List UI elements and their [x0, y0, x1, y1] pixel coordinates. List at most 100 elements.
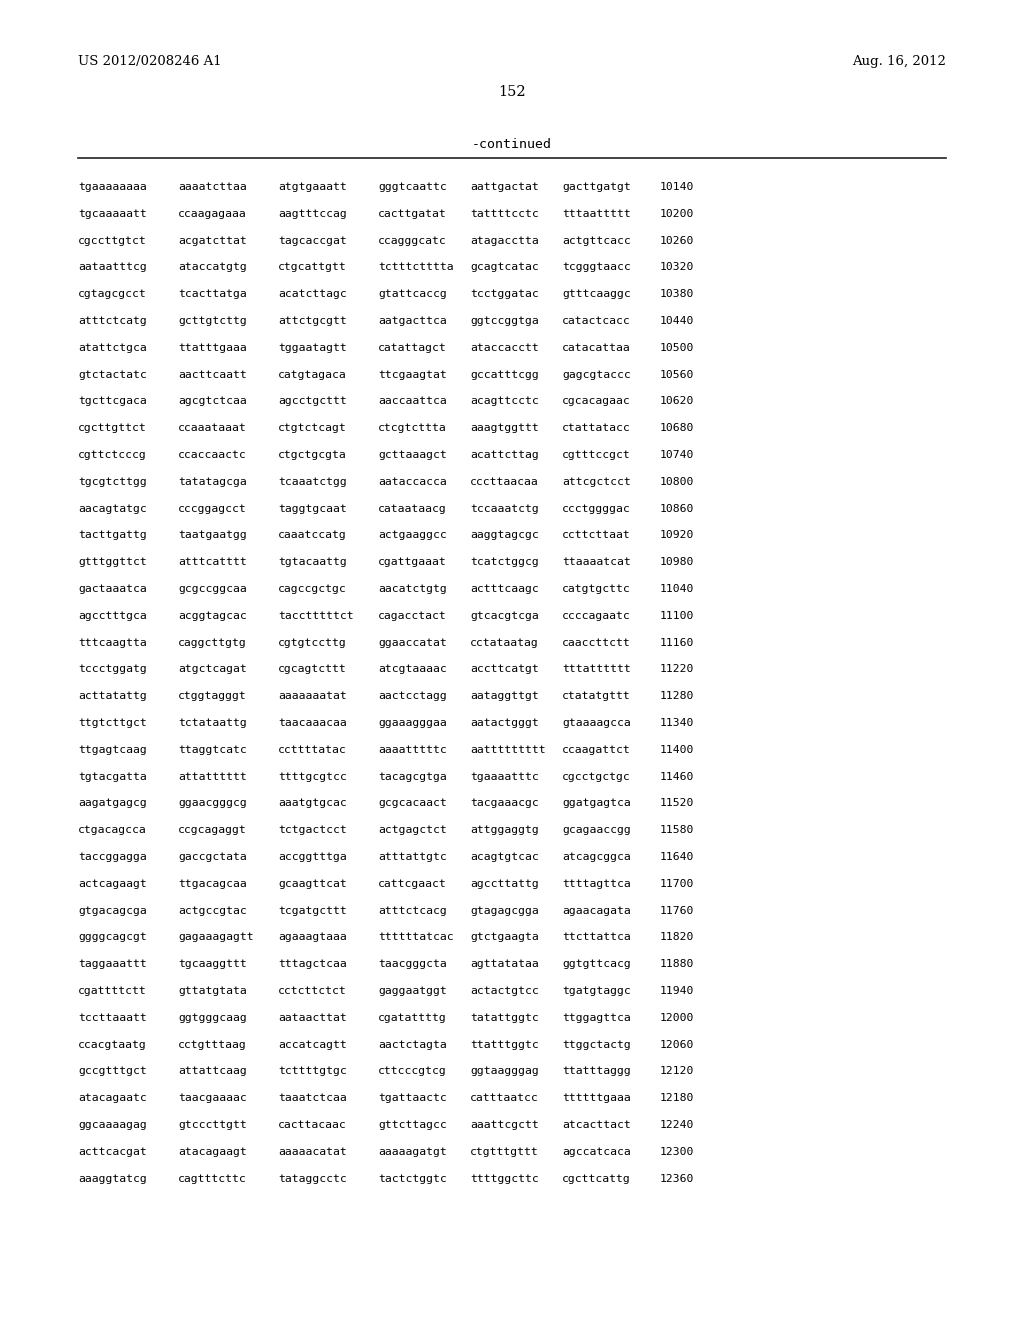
Text: ccaccaactc: ccaccaactc — [178, 450, 247, 459]
Text: aataccacca: aataccacca — [378, 477, 446, 487]
Text: 12060: 12060 — [660, 1040, 694, 1049]
Text: cctataatag: cctataatag — [470, 638, 539, 648]
Text: 12000: 12000 — [660, 1012, 694, 1023]
Text: ctgtttgttt: ctgtttgttt — [470, 1147, 539, 1156]
Text: cacttgatat: cacttgatat — [378, 209, 446, 219]
Text: taacgggcta: taacgggcta — [378, 960, 446, 969]
Text: ttatttaggg: ttatttaggg — [562, 1067, 631, 1076]
Text: tctgactcct: tctgactcct — [278, 825, 347, 836]
Text: ctgctgcgta: ctgctgcgta — [278, 450, 347, 459]
Text: ttttggcttc: ttttggcttc — [470, 1173, 539, 1184]
Text: acagtgtcac: acagtgtcac — [470, 851, 539, 862]
Text: gacttgatgt: gacttgatgt — [562, 182, 631, 191]
Text: 10800: 10800 — [660, 477, 694, 487]
Text: aaaaacatat: aaaaacatat — [278, 1147, 347, 1156]
Text: ccccagaatc: ccccagaatc — [562, 611, 631, 620]
Text: tctttctttta: tctttctttta — [378, 263, 454, 272]
Text: ggaaagggaa: ggaaagggaa — [378, 718, 446, 729]
Text: gcagtcatac: gcagtcatac — [470, 263, 539, 272]
Text: Aug. 16, 2012: Aug. 16, 2012 — [852, 55, 946, 69]
Text: tagcaccgat: tagcaccgat — [278, 235, 347, 246]
Text: aataacttat: aataacttat — [278, 1012, 347, 1023]
Text: tttatttttt: tttatttttt — [562, 664, 631, 675]
Text: 152: 152 — [499, 84, 525, 99]
Text: ggtccggtga: ggtccggtga — [470, 315, 539, 326]
Text: atttctcatg: atttctcatg — [78, 315, 146, 326]
Text: ttggagttca: ttggagttca — [562, 1012, 631, 1023]
Text: cagacctact: cagacctact — [378, 611, 446, 620]
Text: cgatattttg: cgatattttg — [378, 1012, 446, 1023]
Text: aaaaagatgt: aaaaagatgt — [378, 1147, 446, 1156]
Text: ggatgagtca: ggatgagtca — [562, 799, 631, 808]
Text: 11880: 11880 — [660, 960, 694, 969]
Text: tgattaactc: tgattaactc — [378, 1093, 446, 1104]
Text: tctataattg: tctataattg — [178, 718, 247, 729]
Text: actactgtcc: actactgtcc — [470, 986, 539, 997]
Text: taccggagga: taccggagga — [78, 851, 146, 862]
Text: cacttacaac: cacttacaac — [278, 1119, 347, 1130]
Text: attatttttt: attatttttt — [178, 772, 247, 781]
Text: catactcacc: catactcacc — [562, 315, 631, 326]
Text: cgtgtccttg: cgtgtccttg — [278, 638, 347, 648]
Text: aacatctgtg: aacatctgtg — [378, 583, 446, 594]
Text: actgttcacc: actgttcacc — [562, 235, 631, 246]
Text: aagtttccag: aagtttccag — [278, 209, 347, 219]
Text: atttcatttt: atttcatttt — [178, 557, 247, 568]
Text: actgaaggcc: actgaaggcc — [378, 531, 446, 540]
Text: cattcgaact: cattcgaact — [378, 879, 446, 888]
Text: atcgtaaaac: atcgtaaaac — [378, 664, 446, 675]
Text: cgcacagaac: cgcacagaac — [562, 396, 631, 407]
Text: tatatagcga: tatatagcga — [178, 477, 247, 487]
Text: gtattcaccg: gtattcaccg — [378, 289, 446, 300]
Text: atacagaagt: atacagaagt — [178, 1147, 247, 1156]
Text: 10140: 10140 — [660, 182, 694, 191]
Text: gttcttagcc: gttcttagcc — [378, 1119, 446, 1130]
Text: taacgaaaac: taacgaaaac — [178, 1093, 247, 1104]
Text: ttgacagcaa: ttgacagcaa — [178, 879, 247, 888]
Text: aacagtatgc: aacagtatgc — [78, 504, 146, 513]
Text: cgcagtcttt: cgcagtcttt — [278, 664, 347, 675]
Text: caaccttctt: caaccttctt — [562, 638, 631, 648]
Text: ctggtagggt: ctggtagggt — [178, 692, 247, 701]
Text: caggcttgtg: caggcttgtg — [178, 638, 247, 648]
Text: ccttttatac: ccttttatac — [278, 744, 347, 755]
Text: ccaaataaat: ccaaataaat — [178, 424, 247, 433]
Text: acatcttagc: acatcttagc — [278, 289, 347, 300]
Text: atttattgtc: atttattgtc — [378, 851, 446, 862]
Text: attcgctcct: attcgctcct — [562, 477, 631, 487]
Text: 12240: 12240 — [660, 1119, 694, 1130]
Text: 11400: 11400 — [660, 744, 694, 755]
Text: accggtttga: accggtttga — [278, 851, 347, 862]
Text: gcgcacaact: gcgcacaact — [378, 799, 446, 808]
Text: 11640: 11640 — [660, 851, 694, 862]
Text: aaggtagcgc: aaggtagcgc — [470, 531, 539, 540]
Text: ttggctactg: ttggctactg — [562, 1040, 631, 1049]
Text: atagacctta: atagacctta — [470, 235, 539, 246]
Text: aaaatttttc: aaaatttttc — [378, 744, 446, 755]
Text: ttttgcgtcc: ttttgcgtcc — [278, 772, 347, 781]
Text: tacagcgtga: tacagcgtga — [378, 772, 446, 781]
Text: atcagcggca: atcagcggca — [562, 851, 631, 862]
Text: tacctttttct: tacctttttct — [278, 611, 353, 620]
Text: catattagct: catattagct — [378, 343, 446, 352]
Text: aattttttttt: aattttttttt — [470, 744, 546, 755]
Text: ctgcattgtt: ctgcattgtt — [278, 263, 347, 272]
Text: ttttttatcac: ttttttatcac — [378, 932, 454, 942]
Text: agccttattg: agccttattg — [470, 879, 539, 888]
Text: tcacttatga: tcacttatga — [178, 289, 247, 300]
Text: aactcctagg: aactcctagg — [378, 692, 446, 701]
Text: US 2012/0208246 A1: US 2012/0208246 A1 — [78, 55, 221, 69]
Text: cgattgaaat: cgattgaaat — [378, 557, 446, 568]
Text: tttagctcaa: tttagctcaa — [278, 960, 347, 969]
Text: actcagaagt: actcagaagt — [78, 879, 146, 888]
Text: tcgggtaacc: tcgggtaacc — [562, 263, 631, 272]
Text: cgcttcattg: cgcttcattg — [562, 1173, 631, 1184]
Text: taatgaatgg: taatgaatgg — [178, 531, 247, 540]
Text: ggaaccatat: ggaaccatat — [378, 638, 446, 648]
Text: atgctcagat: atgctcagat — [178, 664, 247, 675]
Text: aaaggtatcg: aaaggtatcg — [78, 1173, 146, 1184]
Text: attattcaag: attattcaag — [178, 1067, 247, 1076]
Text: cagccgctgc: cagccgctgc — [278, 583, 347, 594]
Text: tcgatgcttt: tcgatgcttt — [278, 906, 347, 916]
Text: atacagaatc: atacagaatc — [78, 1093, 146, 1104]
